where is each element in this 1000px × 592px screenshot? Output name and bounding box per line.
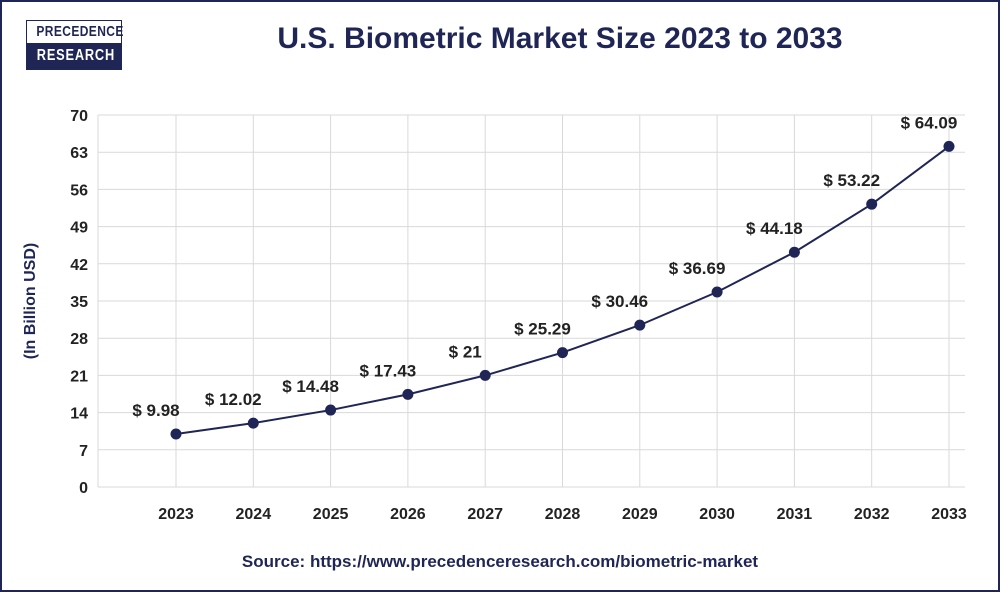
data-label: $ 64.09 xyxy=(901,113,958,132)
data-label: $ 14.48 xyxy=(282,377,339,396)
data-label: $ 36.69 xyxy=(669,259,726,278)
y-tick-label: 56 xyxy=(70,182,88,199)
y-tick-label: 0 xyxy=(79,480,88,497)
x-tick-label: 2032 xyxy=(854,506,890,523)
y-tick-label: 49 xyxy=(70,220,88,237)
x-tick-label: 2026 xyxy=(390,506,426,523)
data-point xyxy=(479,369,491,381)
x-tick-label: 2031 xyxy=(777,506,813,523)
data-point xyxy=(325,404,337,416)
logo-line1: PRECEDENCE xyxy=(36,23,124,40)
data-point xyxy=(943,140,955,152)
y-tick-label: 21 xyxy=(70,368,88,385)
chart-title: U.S. Biometric Market Size 2023 to 2033 xyxy=(277,22,843,55)
data-label: $ 30.46 xyxy=(591,292,648,311)
data-label: $ 12.02 xyxy=(205,390,262,409)
source-text: Source: https://www.precedenceresearch.c… xyxy=(241,552,759,571)
data-point xyxy=(402,388,414,400)
data-point xyxy=(866,198,878,210)
data-point xyxy=(557,347,568,359)
data-label: $ 21 xyxy=(449,342,482,361)
y-tick-label: 7 xyxy=(79,443,88,460)
logo-line2: RESEARCH xyxy=(36,47,116,64)
x-tick-label: 2023 xyxy=(158,506,194,523)
x-tick-label: 2030 xyxy=(699,506,735,523)
x-tick-label: 2025 xyxy=(313,506,349,523)
y-tick-label: 42 xyxy=(70,257,88,274)
y-axis-label: (In Billion USD) xyxy=(22,243,39,359)
y-tick-label: 63 xyxy=(70,145,88,162)
x-tick-label: 2024 xyxy=(236,506,272,523)
y-tick-label: 35 xyxy=(70,294,88,311)
data-point xyxy=(711,286,723,298)
data-label: $ 25.29 xyxy=(514,320,571,339)
y-tick-label: 70 xyxy=(70,108,88,125)
data-label: $ 17.43 xyxy=(360,361,417,380)
data-label: $ 9.98 xyxy=(132,401,179,420)
data-label: $ 53.22 xyxy=(823,171,880,190)
data-point xyxy=(170,428,182,440)
data-point xyxy=(247,417,259,429)
y-tick-label: 14 xyxy=(70,406,88,423)
x-tick-label: 2033 xyxy=(931,506,967,523)
data-label: $ 44.18 xyxy=(746,219,803,238)
data-point xyxy=(634,319,646,331)
data-point xyxy=(788,246,800,258)
y-tick-label: 28 xyxy=(70,331,88,348)
x-tick-label: 2029 xyxy=(622,506,658,523)
x-tick-label: 2028 xyxy=(545,506,581,523)
x-tick-label: 2027 xyxy=(467,506,503,523)
logo: PRECEDENCE RESEARCH xyxy=(26,20,124,70)
